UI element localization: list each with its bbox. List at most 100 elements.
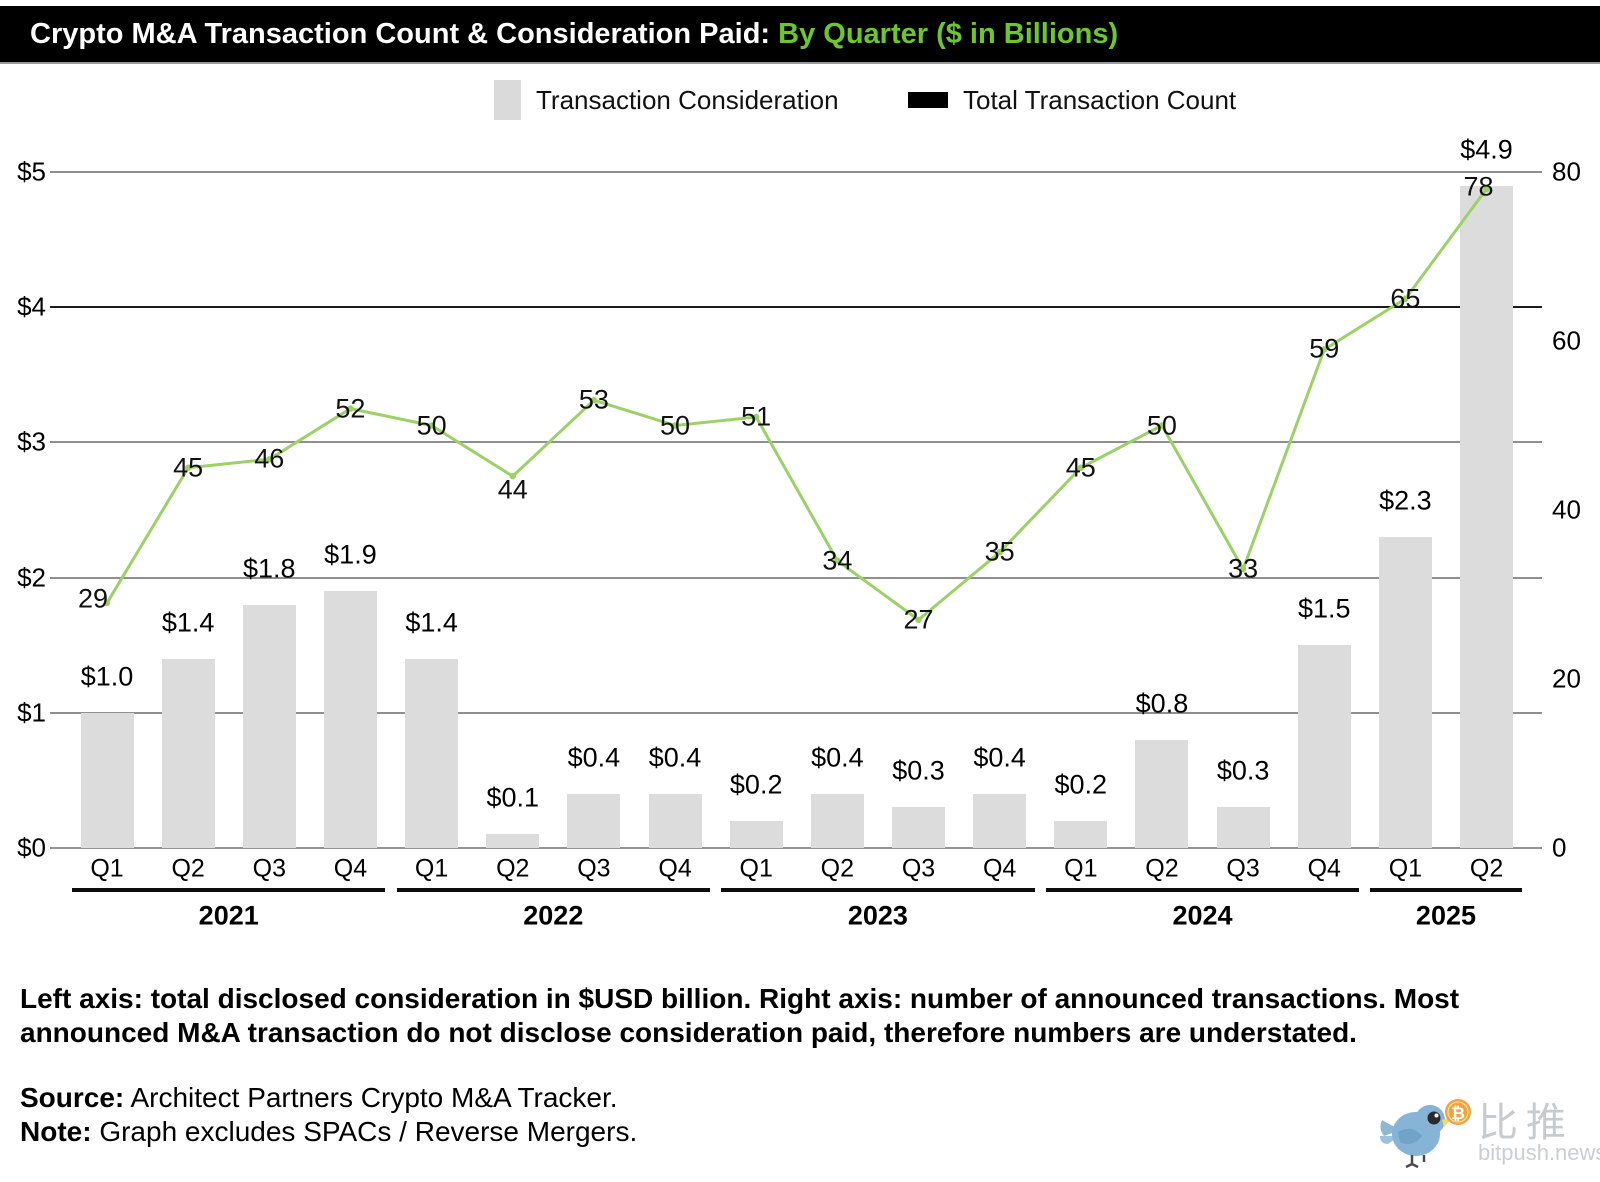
source-line: Source: Architect Partners Crypto M&A Tr…: [20, 1082, 618, 1114]
gridline-$2: [50, 576, 1542, 579]
count-label: 46: [254, 443, 285, 474]
bar-value-label: $0.1: [486, 782, 540, 813]
count-label: 51: [741, 401, 772, 432]
line-swatch-icon: [908, 92, 948, 108]
bar-value-label: $0.4: [567, 742, 621, 773]
title-bar: Crypto M&A Transaction Count & Considera…: [0, 6, 1600, 64]
count-label: 52: [335, 393, 366, 424]
year-underline-2023: [721, 888, 1035, 892]
year-label: 2021: [198, 900, 259, 931]
quarter-label: Q1: [90, 854, 124, 883]
quarter-label: Q2: [496, 854, 530, 883]
right-axis-tick: 80: [1552, 156, 1581, 187]
bar-2021 Q3: [242, 604, 296, 848]
axis-footnote: Left axis: total disclosed consideration…: [20, 982, 1459, 1050]
bar-value-label: $0.4: [648, 742, 702, 773]
transaction-count-line: [103, 185, 1490, 624]
combo-chart: $0 $1 $2 $3 $4 $5 0 20 40 60 80 $1.0 $1.4 $1.8 $1.9 $1.…: [17, 134, 1581, 931]
quarter-label: Q3: [252, 854, 286, 883]
count-label: 45: [173, 452, 204, 483]
year-underline-2024: [1045, 888, 1360, 892]
bar-value-label: $1.5: [1297, 593, 1351, 624]
left-axis-tick: $1: [17, 697, 46, 728]
bitpush-cn-logo: 比推: [1478, 1101, 1574, 1145]
twitter-bird-icon: ₿: [1380, 1099, 1471, 1168]
bar-2023 Q2: [810, 793, 864, 848]
quarter-label: Q1: [739, 854, 773, 883]
bar-2024 Q1: [1054, 820, 1108, 848]
bar-value-label: $1.0: [80, 661, 134, 692]
bar-2025 Q2: [1460, 185, 1514, 848]
bar-value-label: $4.9: [1460, 134, 1513, 165]
quarter-label: Q4: [333, 854, 368, 883]
source-label: Source:: [20, 1082, 125, 1113]
quarter-label: Q4: [982, 854, 1017, 883]
gridline-$3: [50, 441, 1542, 444]
legend-label-consideration: Transaction Consideration: [536, 84, 839, 115]
gridline-$1: [50, 711, 1542, 714]
bar-value-label: $1.4: [405, 607, 458, 638]
svg-text:₿: ₿: [1451, 1104, 1465, 1124]
count-label: 34: [822, 545, 853, 576]
count-label: 45: [1065, 452, 1096, 483]
bar-value-label: $0.3: [892, 755, 945, 786]
bar-2025 Q1: [1378, 537, 1432, 848]
bar-value-label: $0.8: [1135, 688, 1189, 719]
note-label: Note:: [20, 1116, 92, 1147]
quarter-label: Q1: [1064, 854, 1098, 883]
left-axis-tick: $5: [17, 156, 46, 187]
legend-item-count: Total Transaction Count: [908, 78, 1236, 122]
bar-value-label: $1.9: [324, 539, 377, 570]
quarter-label: Q3: [577, 854, 611, 883]
bar-value-label: $0.2: [1054, 769, 1108, 800]
quarter-label: Q4: [1307, 854, 1341, 883]
bar-2022 Q3: [567, 793, 621, 848]
source-text: Architect Partners Crypto M&A Tracker.: [124, 1082, 618, 1113]
bar-value-label: $0.4: [973, 742, 1026, 773]
left-axis-tick: $2: [17, 562, 46, 593]
right-axis-tick: 20: [1552, 663, 1581, 694]
year-label: 2025: [1415, 900, 1477, 931]
bitpush-watermark: ₿ 比推 bitpush.news: [1378, 1088, 1600, 1172]
bar-value-label: $0.4: [811, 742, 864, 773]
count-label: 78: [1463, 171, 1494, 202]
quarter-label: Q3: [901, 854, 936, 883]
bar-2021 Q2: [161, 658, 215, 848]
bar-2021 Q1: [80, 712, 134, 848]
bar-2021 Q4: [323, 591, 377, 848]
year-underline-2025: [1370, 888, 1522, 892]
note-line: Note: Graph excludes SPACs / Reverse Mer…: [20, 1116, 637, 1148]
x-axis-baseline: [50, 847, 1542, 849]
quarter-label: Q2: [1469, 854, 1504, 883]
title-main: Crypto M&A Transaction Count & Considera…: [30, 17, 771, 50]
quarter-label: Q4: [658, 854, 692, 883]
quarter-label: Q1: [1388, 854, 1423, 883]
bar-2024 Q3: [1216, 807, 1270, 848]
bar-value-label: $1.8: [243, 553, 296, 584]
left-axis-tick: $0: [17, 832, 46, 863]
footnote-line-2: announced M&A transaction do not disclos…: [20, 1017, 1357, 1048]
bar-2023 Q4: [973, 793, 1027, 848]
legend-label-count: Total Transaction Count: [963, 84, 1237, 115]
bar-2023 Q3: [892, 807, 945, 848]
bar-2022 Q4: [648, 793, 702, 848]
bar-2024 Q2: [1135, 739, 1189, 848]
note-text: Graph excludes SPACs / Reverse Mergers.: [91, 1116, 638, 1147]
bar-2022 Q2: [486, 834, 540, 848]
quarter-label: Q2: [1145, 854, 1179, 883]
year-label: 2022: [523, 900, 584, 931]
count-label: 50: [660, 410, 691, 440]
year-label: 2024: [1172, 900, 1233, 931]
year-underline-2022: [396, 888, 711, 892]
right-axis-tick: 0: [1552, 832, 1567, 863]
right-axis-tick: 40: [1552, 494, 1581, 525]
bar-swatch-icon: [494, 80, 521, 120]
page-title: Crypto M&A Transaction Count & Considera…: [30, 18, 1118, 51]
bar-value-label: $0.3: [1216, 755, 1270, 786]
legend-item-consideration: Transaction Consideration: [494, 78, 839, 122]
bar-2023 Q1: [729, 820, 783, 848]
left-axis-tick: $4: [17, 291, 46, 322]
gridline-$4: [50, 306, 1542, 309]
count-label: 53: [578, 384, 609, 415]
